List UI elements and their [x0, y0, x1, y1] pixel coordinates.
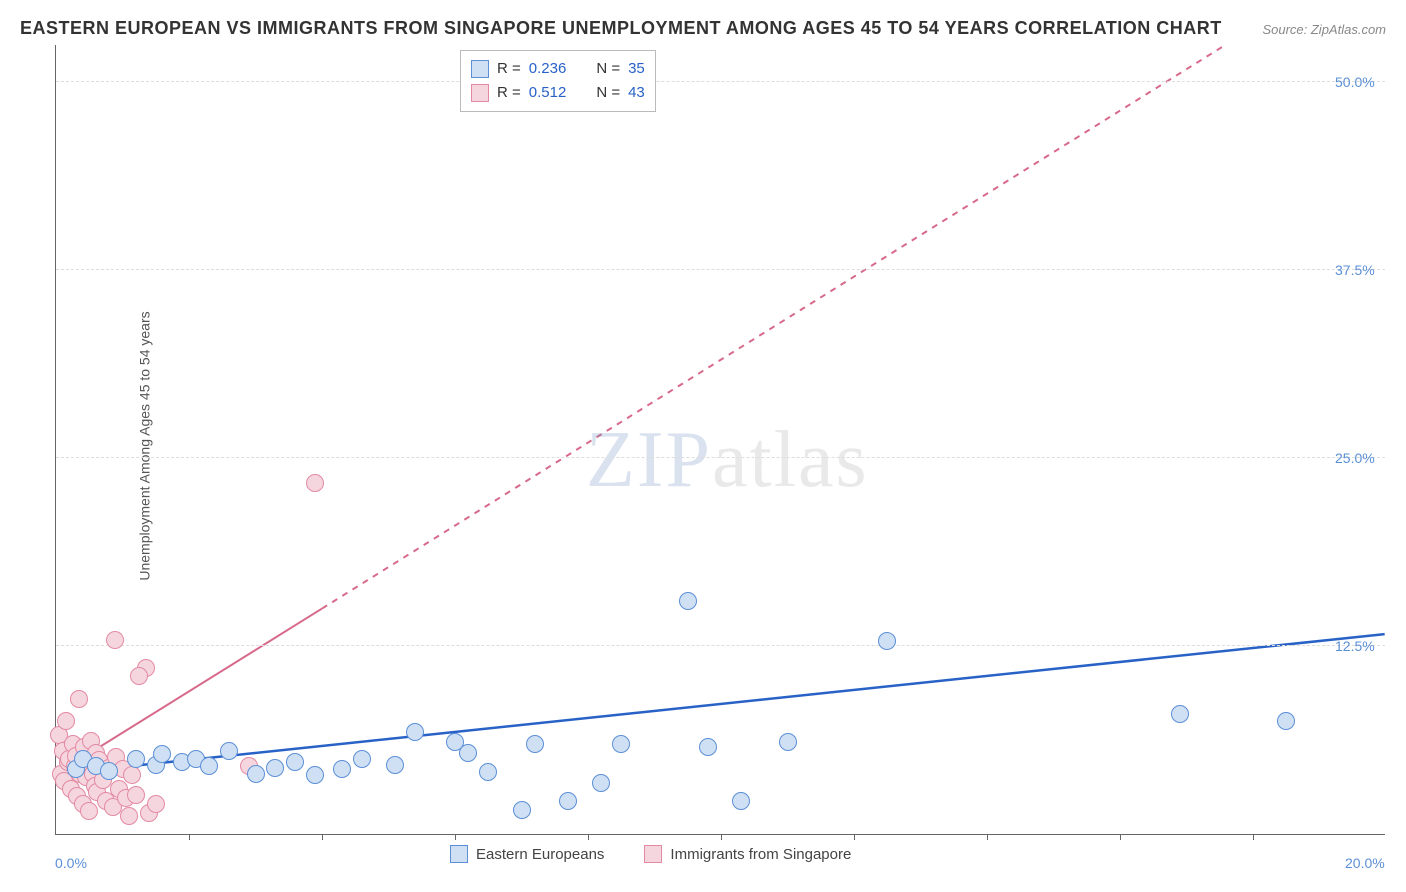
n-value: 35 [628, 57, 645, 81]
data-point [70, 690, 88, 708]
data-point [1171, 705, 1189, 723]
data-point [120, 807, 138, 825]
regression-line [322, 45, 1225, 609]
n-label: N = [596, 57, 620, 81]
r-label: R = [497, 81, 521, 105]
data-point [592, 774, 610, 792]
legend: Eastern Europeans Immigrants from Singapo… [450, 845, 851, 863]
data-point [459, 744, 477, 762]
y-tick-label: 25.0% [1335, 450, 1375, 466]
data-point [220, 742, 238, 760]
data-point [130, 667, 148, 685]
data-point [127, 750, 145, 768]
gridline [56, 269, 1385, 270]
data-point [732, 792, 750, 810]
data-point [612, 735, 630, 753]
x-tick-label: 20.0% [1345, 855, 1385, 871]
correlation-stats-box: R = 0.236 N = 35 R = 0.512 N = 43 [460, 50, 656, 112]
series-swatch [471, 84, 489, 102]
legend-item: Eastern Europeans [450, 845, 604, 863]
n-value: 43 [628, 81, 645, 105]
data-point [1277, 712, 1295, 730]
data-point [526, 735, 544, 753]
data-point [353, 750, 371, 768]
data-point [80, 802, 98, 820]
data-point [306, 766, 324, 784]
data-point [106, 631, 124, 649]
data-point [123, 766, 141, 784]
data-point [266, 759, 284, 777]
legend-item: Immigrants from Singapore [644, 845, 851, 863]
data-point [479, 763, 497, 781]
r-value: 0.236 [529, 57, 567, 81]
stats-row: R = 0.512 N = 43 [471, 81, 645, 105]
x-tick [322, 834, 323, 840]
legend-swatch [450, 845, 468, 863]
gridline [56, 81, 1385, 82]
series-swatch [471, 60, 489, 78]
watermark: ZIPatlas [586, 415, 869, 506]
x-tick [455, 834, 456, 840]
data-point [57, 712, 75, 730]
n-label: N = [596, 81, 620, 105]
x-tick [1120, 834, 1121, 840]
chart-title: EASTERN EUROPEAN VS IMMIGRANTS FROM SING… [20, 18, 1222, 39]
data-point [878, 632, 896, 650]
scatter-plot: ZIPatlas [55, 45, 1385, 835]
x-tick [987, 834, 988, 840]
legend-label: Eastern Europeans [476, 846, 604, 863]
r-value: 0.512 [529, 81, 567, 105]
title-bar: EASTERN EUROPEAN VS IMMIGRANTS FROM SING… [20, 18, 1386, 39]
y-tick-label: 12.5% [1335, 638, 1375, 654]
data-point [247, 765, 265, 783]
data-point [513, 801, 531, 819]
data-point [386, 756, 404, 774]
x-tick [854, 834, 855, 840]
data-point [286, 753, 304, 771]
source-attribution: Source: ZipAtlas.com [1262, 22, 1386, 37]
r-label: R = [497, 57, 521, 81]
data-point [699, 738, 717, 756]
regression-line [56, 634, 1384, 774]
x-tick [189, 834, 190, 840]
data-point [100, 762, 118, 780]
legend-label: Immigrants from Singapore [670, 846, 851, 863]
x-tick-label: 0.0% [55, 855, 87, 871]
data-point [679, 592, 697, 610]
y-tick-label: 50.0% [1335, 74, 1375, 90]
data-point [153, 745, 171, 763]
data-point [306, 474, 324, 492]
x-tick [721, 834, 722, 840]
x-tick [588, 834, 589, 840]
gridline [56, 457, 1385, 458]
gridline [56, 645, 1385, 646]
data-point [147, 795, 165, 813]
y-tick-label: 37.5% [1335, 262, 1375, 278]
data-point [559, 792, 577, 810]
data-point [127, 786, 145, 804]
legend-swatch [644, 845, 662, 863]
data-point [200, 757, 218, 775]
stats-row: R = 0.236 N = 35 [471, 57, 645, 81]
data-point [333, 760, 351, 778]
data-point [406, 723, 424, 741]
data-point [779, 733, 797, 751]
x-tick [1253, 834, 1254, 840]
